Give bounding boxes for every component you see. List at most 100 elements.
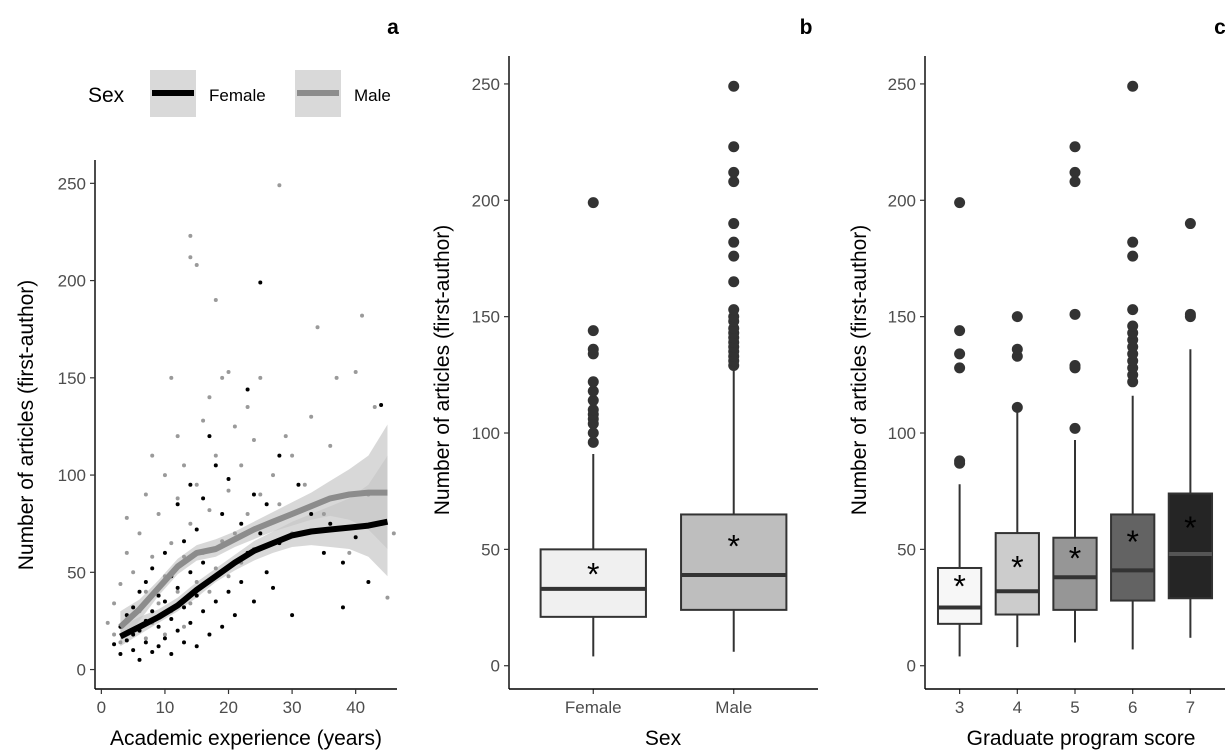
panel-a-x-tick-label: 40 xyxy=(346,698,365,717)
panel-a-point-female xyxy=(162,550,167,555)
panel-b-outlier-point xyxy=(728,276,740,288)
panel-a-point-male xyxy=(245,404,250,409)
panel-a-point-female xyxy=(143,580,148,585)
panel-c-outlier-point xyxy=(1127,304,1139,316)
panel-a-point-male xyxy=(143,589,148,594)
panel-a-point-male xyxy=(277,183,282,188)
panel-a-point-female xyxy=(201,609,206,614)
panel-c-y-tick-label: 100 xyxy=(888,424,916,443)
panel-a-point-female xyxy=(194,527,199,532)
panel-a-point-male xyxy=(245,511,250,516)
panel-a-y-tick-label: 200 xyxy=(58,272,86,291)
panel-a-x-tick-label: 0 xyxy=(97,698,106,717)
panel-a-point-male xyxy=(150,554,155,559)
panel-b-mean-marker: * xyxy=(587,557,599,593)
panel-c-x-tick-label: 7 xyxy=(1186,698,1195,717)
panel-a-point-male xyxy=(105,620,110,625)
panel-a-point-female xyxy=(271,585,276,590)
panel-a-point-female xyxy=(188,570,193,575)
panel-a-point-female xyxy=(239,580,244,585)
panel-c-outlier-point xyxy=(1011,343,1023,355)
panel-a-point-male xyxy=(258,375,263,380)
panel-a-point-male xyxy=(143,492,148,497)
panel-a-point-female xyxy=(258,531,263,536)
panel-a-point-female xyxy=(162,599,167,604)
panel-a-point-male xyxy=(391,531,396,536)
panel-a-point-female xyxy=(258,280,263,285)
panel-c-outlier-point xyxy=(1069,422,1081,434)
panel-a-point-female xyxy=(194,644,199,649)
panel-a-point-male xyxy=(226,369,231,374)
panel-c-outlier-point xyxy=(1069,176,1081,188)
panel-b-x-tick-label: Female xyxy=(565,698,622,717)
panel-a-point-male xyxy=(239,463,244,468)
panel-c-outlier-point xyxy=(1127,320,1139,332)
panel-a-point-male xyxy=(188,255,193,260)
panel-a-point-male xyxy=(328,443,333,448)
panel-b-box-male xyxy=(680,513,788,611)
panel-c-mean-marker: * xyxy=(1126,524,1138,560)
panel-a-point-male xyxy=(207,508,212,513)
panel-a-point-male xyxy=(182,463,187,468)
panel-a-point-female xyxy=(251,599,256,604)
panel-a-point-male xyxy=(194,482,199,487)
panel-a-point-male xyxy=(162,473,167,478)
panel-b-outlier-point xyxy=(587,394,599,406)
panel-a-point-female xyxy=(207,632,212,637)
panel-a-point-male xyxy=(175,496,180,501)
panel-c-y-tick-label: 250 xyxy=(888,75,916,94)
panel-a-point-male xyxy=(124,515,129,520)
panel-a-point-female xyxy=(264,502,269,507)
panel-a-point-female xyxy=(213,599,218,604)
panel-a-point-female xyxy=(207,434,212,439)
panel-a-y-tick-label: 250 xyxy=(58,174,86,193)
panel-a-point-male xyxy=(347,550,352,555)
panel-b-y-axis-title: Number of articles (first-author) xyxy=(431,225,454,516)
panel-a-point-female xyxy=(251,492,256,497)
panel-a-point-female xyxy=(150,650,155,655)
panel-a-point-female xyxy=(309,511,314,516)
panel-a-point-male xyxy=(156,511,161,516)
panel-a-point-female xyxy=(175,585,180,590)
panel-c-y-tick-label: 50 xyxy=(897,540,916,559)
panel-a-point-female xyxy=(296,482,301,487)
panel-b-x-tick-label: Male xyxy=(715,698,752,717)
panel-a-y-tick-label: 50 xyxy=(67,563,86,582)
panel-c-box-3 xyxy=(936,566,983,625)
panel-b: * Female * Male 0 50 100 150 200 250 xyxy=(472,56,818,717)
panel-a-point-male xyxy=(353,369,358,374)
panel-a-point-male xyxy=(131,570,136,575)
panel-a-point-female xyxy=(232,613,237,618)
panel-a-point-male xyxy=(283,434,288,439)
panel-a-point-female xyxy=(150,609,155,614)
panel-c-outlier-point xyxy=(954,325,966,337)
panel-a-point-male xyxy=(169,541,174,546)
panel-a-point-female xyxy=(226,589,231,594)
panel-a-point-male xyxy=(315,325,320,330)
panel-a-point-male xyxy=(112,632,117,637)
panel-b-box-female xyxy=(539,548,647,618)
panel-a-point-female xyxy=(201,496,206,501)
panel-c-outlier-point xyxy=(1184,218,1196,230)
panel-a-point-male xyxy=(124,550,129,555)
panel-a-point-male xyxy=(118,581,123,586)
panel-a-point-male xyxy=(188,233,193,238)
panel-c-outlier-point xyxy=(1011,401,1023,413)
panel-a-x-tick-label: 20 xyxy=(219,698,238,717)
panel-a-ci-ribbon-male xyxy=(120,424,388,643)
panel-c-outlier-point xyxy=(1069,166,1081,178)
panel-a: 0 50 100 150 200 250 0 10 20 30 40 xyxy=(58,160,397,717)
panel-b-outlier-point xyxy=(728,141,740,153)
panel-c-outlier-point xyxy=(954,348,966,360)
panel-a-point-male xyxy=(207,589,212,594)
panel-a-point-male xyxy=(143,636,148,641)
panel-label-c: c xyxy=(1214,16,1225,39)
panel-a-point-male xyxy=(182,624,187,629)
panel-a-point-male xyxy=(220,375,225,380)
panel-label-b: b xyxy=(800,16,813,39)
panel-a-point-male xyxy=(334,375,339,380)
panel-b-outlier-point xyxy=(728,236,740,248)
panel-a-point-male xyxy=(251,438,256,443)
panel-a-point-male xyxy=(188,601,193,606)
panel-a-point-male xyxy=(175,434,180,439)
